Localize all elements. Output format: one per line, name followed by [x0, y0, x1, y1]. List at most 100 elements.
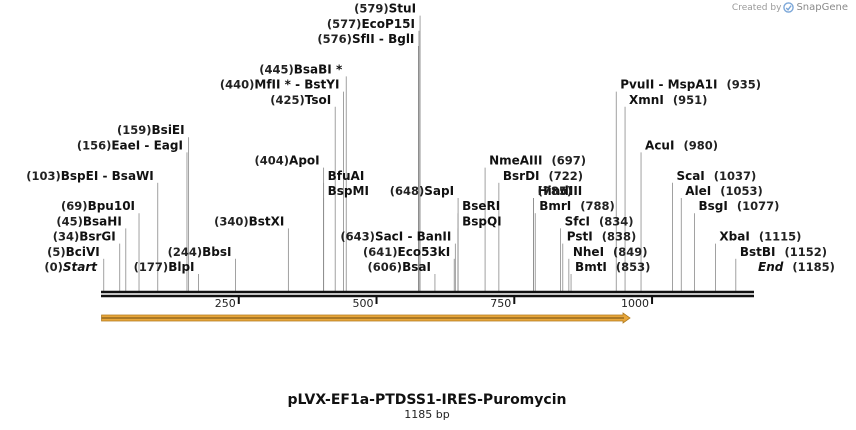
cut-site-label[interactable]: (445)BsaBI *: [259, 62, 343, 76]
cut-site-label[interactable]: (440)MfII * - BstYI: [220, 78, 340, 92]
cut-site-label[interactable]: (404)ApoI: [255, 154, 320, 168]
cut-site-label[interactable]: (340)BstXI: [214, 214, 284, 228]
cut-position: (1037): [714, 169, 757, 183]
enzyme-name: PstI: [567, 230, 593, 244]
enzyme-name: BsaWI: [112, 169, 154, 183]
cut-site-label[interactable]: (606)BsaI: [368, 260, 431, 274]
enzyme-name: MspA1I: [668, 78, 718, 92]
cut-site-label[interactable]: (69)Bpu10I: [61, 199, 135, 213]
axis-tick-label: 500: [353, 297, 374, 310]
cut-site-label[interactable]: (577)EcoP15I: [327, 17, 415, 31]
cut-site-label[interactable]: (785): [538, 184, 573, 198]
enzyme-name: SfcI: [565, 214, 590, 228]
enzyme-name: BspEI: [61, 169, 99, 183]
cut-site-label[interactable]: (159)BsiEI: [117, 123, 185, 137]
cut-position: (849): [613, 245, 648, 259]
enzyme-name: BmrI: [539, 199, 571, 213]
cut-site-label[interactable]: BmtI (853): [575, 260, 650, 274]
cut-position: (1077): [737, 199, 780, 213]
enzyme-name: BciVI: [66, 245, 100, 259]
cut-site-label[interactable]: (5)BciVI: [47, 245, 100, 259]
enzyme-name: BsrDI: [503, 169, 540, 183]
cut-site-label[interactable]: BfuAI: [328, 169, 365, 183]
cut-position: (177): [134, 260, 169, 274]
cut-position: (34): [53, 230, 80, 244]
enzyme-name: -: [375, 32, 388, 46]
cut-site-label[interactable]: BstBI (1152): [740, 245, 827, 259]
created-by-label: Created by: [731, 2, 782, 13]
cut-site-label[interactable]: (103)BspEI - BsaWI: [26, 169, 154, 183]
cut-position: (980): [683, 138, 718, 152]
cut-site-label[interactable]: (156)EaeI - EagI: [77, 138, 183, 152]
cut-site-label[interactable]: NheI (849): [573, 245, 648, 259]
enzyme-name: BseRI: [462, 199, 500, 213]
cut-position: (785): [538, 184, 573, 198]
enzyme-name: BstXI: [249, 214, 285, 228]
cut-site-label[interactable]: (177)BlpI: [134, 260, 195, 274]
cut-site-label[interactable]: XbaI (1115): [719, 230, 801, 244]
enzyme-name: NmeAIII: [489, 154, 542, 168]
cut-site-label[interactable]: (45)BsaHI: [56, 214, 121, 228]
cut-position: (788): [580, 199, 615, 213]
cut-site-label[interactable]: XmnI (951): [629, 93, 707, 107]
enzyme-name: Eco53kI: [398, 245, 451, 259]
cut-site-label[interactable]: (576)SfII - BglI: [317, 32, 414, 46]
cut-site-label[interactable]: PstI (838): [567, 230, 636, 244]
plasmid-name: pLVX-EF1a-PTDSS1-IRES-Puromycin: [288, 392, 567, 408]
axis-tick-label: 750: [490, 297, 511, 310]
enzyme-name: Bpu10I: [88, 199, 135, 213]
enzyme-name: -: [291, 78, 304, 92]
cut-site-label[interactable]: AcuI (980): [645, 138, 718, 152]
cut-site-label[interactable]: (648)SapI: [390, 184, 454, 198]
cut-site-label[interactable]: BmrI (788): [539, 199, 615, 213]
cut-site-label[interactable]: BspQI: [462, 214, 502, 228]
cut-position: (103): [26, 169, 61, 183]
cut-position: (445): [259, 62, 294, 76]
enzyme-name: EagI: [154, 138, 183, 152]
enzyme-name: BfuAI: [328, 169, 365, 183]
cut-position: (853): [616, 260, 651, 274]
cut-position: (244): [168, 245, 203, 259]
enzyme-name: HindIII: [538, 184, 583, 198]
cut-site-label[interactable]: (34)BsrGI: [53, 230, 116, 244]
snapgene-brand-name: SnapGene: [796, 2, 848, 13]
cut-position: (606): [368, 260, 403, 274]
cut-site-label[interactable]: HindIII: [538, 184, 583, 198]
enzyme-name: StuI: [389, 2, 416, 16]
cut-site-label[interactable]: (643)SacI - BanII: [340, 230, 451, 244]
enzyme-name: BstBI: [740, 245, 776, 259]
cut-position: (0): [44, 260, 63, 274]
enzyme-name: BstYI: [304, 78, 339, 92]
enzyme-name: BspQI: [462, 214, 502, 228]
cut-site-label[interactable]: (579)StuI: [354, 2, 416, 16]
cut-site-label[interactable]: SfcI (834): [565, 214, 634, 228]
enzyme-name: XmnI: [629, 93, 664, 107]
cut-site-label[interactable]: (641)Eco53kI: [363, 245, 450, 259]
cut-position: (440): [220, 78, 255, 92]
cut-site-label[interactable]: BsrDI (722): [503, 169, 583, 183]
cut-site-label[interactable]: NmeAIII (697): [489, 154, 586, 168]
cut-site-label[interactable]: End (1185): [758, 260, 835, 274]
enzyme-name: BanII: [417, 230, 452, 244]
cut-site-label[interactable]: PvuII - MspA1I (935): [620, 78, 761, 92]
cut-site-label[interactable]: BspMI: [328, 184, 369, 198]
axis-tick-label: 250: [215, 297, 236, 310]
enzyme-name: BlpI: [168, 260, 194, 274]
enzyme-name: XbaI: [719, 230, 749, 244]
cut-site-label[interactable]: (244)BbsI: [168, 245, 232, 259]
enzyme-name: BmtI: [575, 260, 607, 274]
enzyme-name: SapI: [424, 184, 454, 198]
cut-site-label[interactable]: BsgI (1077): [698, 199, 779, 213]
cut-site-label[interactable]: ScaI (1037): [676, 169, 756, 183]
enzyme-name: BglI: [388, 32, 414, 46]
cut-position: (45): [56, 214, 83, 228]
cut-site-label[interactable]: (0)Start: [44, 260, 98, 274]
cut-site-label[interactable]: AleI (1053): [685, 184, 763, 198]
cut-site-label[interactable]: BseRI: [462, 199, 500, 213]
enzyme-name: BbsI: [202, 245, 231, 259]
plasmid-length: 1185 bp: [404, 408, 449, 421]
enzyme-name: MfII *: [254, 78, 291, 92]
cut-site-label[interactable]: (425)TsoI: [270, 93, 331, 107]
cut-position: (69): [61, 199, 88, 213]
